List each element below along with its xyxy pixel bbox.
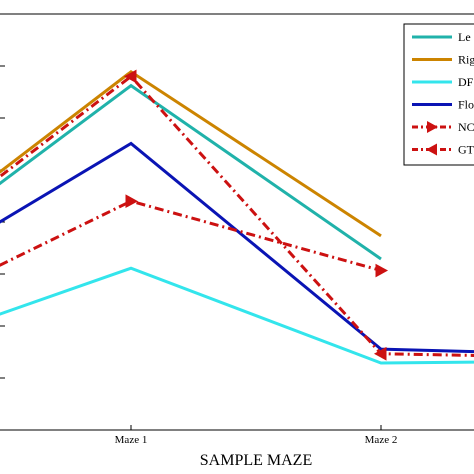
legend-item: Rig (412, 53, 474, 67)
legend-label: Flo (458, 98, 474, 112)
series-gt (0, 69, 474, 361)
series-df (0, 266, 474, 365)
series-line (0, 74, 474, 357)
legend-box (403, 23, 474, 166)
legend-label: NC (458, 120, 474, 134)
data-point-marker (125, 194, 139, 209)
series-flo (0, 141, 474, 354)
series-line (0, 83, 382, 261)
legend-item: Flo (412, 98, 474, 112)
series-rig (0, 69, 382, 238)
legend: Le Rig DF Flo NC GT (403, 23, 474, 166)
series-line (0, 141, 474, 354)
legend-label: DF (458, 75, 474, 89)
legend-item: DF (412, 75, 474, 89)
x-tick-labels: Maze 1 Maze 2 (115, 434, 398, 446)
legend-item: NC (412, 120, 474, 134)
series-line (0, 69, 382, 238)
legend-label: Rig (458, 53, 474, 67)
legend-label: Le (458, 30, 471, 44)
x-tick-label: Maze 1 (115, 434, 148, 446)
data-point-marker (375, 263, 389, 278)
legend-label: GT (458, 143, 474, 157)
series-lines (0, 69, 474, 365)
series-nc (0, 194, 389, 278)
plot-axes (0, 13, 474, 431)
x-tick-label: Maze 2 (365, 434, 398, 446)
legend-item: GT (412, 143, 474, 157)
legend-item: Le (412, 30, 471, 44)
series-line (0, 266, 474, 365)
legend-marker (426, 143, 437, 156)
x-axis-title: SAMPLE MAZE (200, 452, 312, 469)
data-point-marker (123, 69, 137, 84)
data-point-marker (373, 346, 387, 361)
series-le (0, 83, 382, 261)
legend-marker (427, 121, 438, 133)
